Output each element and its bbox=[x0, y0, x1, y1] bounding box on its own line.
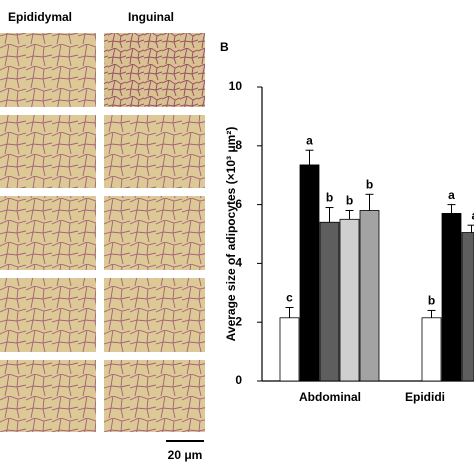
significance-letter: a bbox=[448, 188, 455, 202]
histology-images bbox=[0, 33, 205, 432]
significance-letter: b bbox=[366, 177, 373, 191]
significance-letter: c bbox=[286, 291, 293, 305]
bar bbox=[461, 232, 474, 382]
bar bbox=[339, 218, 360, 382]
bar bbox=[319, 221, 340, 382]
y-tick-label: 2 bbox=[235, 314, 242, 328]
micrograph bbox=[104, 115, 205, 188]
micrograph bbox=[0, 33, 96, 107]
y-axis-label: Average size of adipocytes (×10³ μm²) bbox=[224, 127, 238, 342]
bar bbox=[441, 213, 462, 382]
bar bbox=[359, 210, 380, 382]
micrograph bbox=[0, 278, 96, 352]
panel-label: B bbox=[220, 40, 229, 54]
x-tick-label: Epididi bbox=[405, 390, 445, 404]
micrograph bbox=[104, 278, 205, 352]
significance-letter: b bbox=[346, 194, 353, 208]
significance-letter: ab bbox=[472, 208, 474, 222]
significance-letter: b bbox=[326, 191, 333, 205]
y-tick-label: 0 bbox=[235, 373, 242, 387]
column-label: Inguinal bbox=[128, 10, 174, 24]
y-tick-label: 10 bbox=[229, 79, 243, 93]
bar bbox=[421, 317, 442, 382]
bar bbox=[299, 164, 320, 382]
column-label: Epididymal bbox=[8, 10, 72, 24]
scale-bar-label: 20 μm bbox=[168, 448, 203, 462]
micrograph bbox=[104, 196, 205, 270]
micrograph bbox=[0, 360, 96, 432]
bar bbox=[279, 317, 300, 382]
micrograph bbox=[0, 115, 96, 188]
y-tick-label: 4 bbox=[235, 256, 242, 270]
y-tick-label: 8 bbox=[235, 138, 242, 152]
micrograph bbox=[0, 196, 96, 270]
micrograph bbox=[104, 33, 205, 107]
x-tick-label: Abdominal bbox=[299, 390, 361, 404]
significance-letter: b bbox=[428, 294, 435, 308]
micrograph bbox=[104, 360, 205, 432]
y-tick-label: 6 bbox=[235, 197, 242, 211]
significance-letter: a bbox=[306, 133, 313, 147]
